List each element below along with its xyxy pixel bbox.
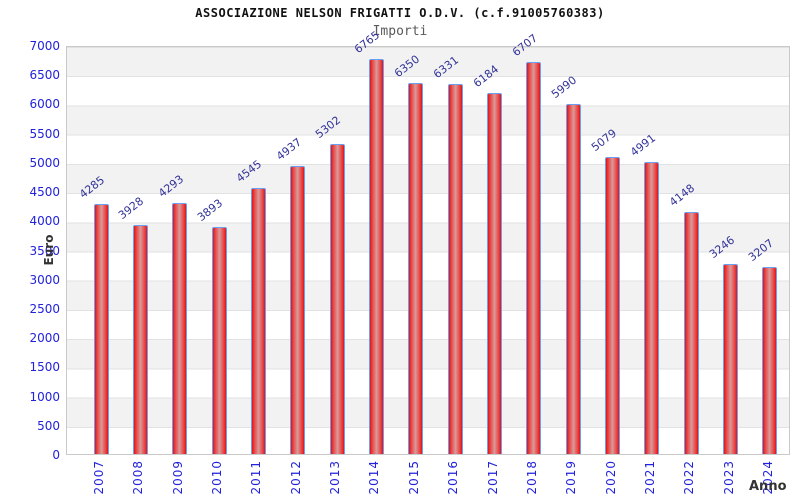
x-tick-label: 2020 bbox=[603, 460, 618, 495]
bar-value-label: 4991 bbox=[627, 131, 658, 160]
x-tick-label: 2021 bbox=[642, 460, 657, 495]
x-tick-label: 2012 bbox=[288, 460, 303, 495]
bar-2016 bbox=[447, 84, 463, 454]
y-tick-label: 0 bbox=[52, 448, 60, 462]
chart-subtitle: Importi bbox=[372, 24, 428, 39]
y-tick-label: 3500 bbox=[29, 243, 60, 258]
y-tick-label: 6000 bbox=[29, 97, 60, 112]
bar-value-label: 6350 bbox=[391, 52, 422, 80]
bar-2023 bbox=[723, 264, 739, 454]
x-tick-label: 2011 bbox=[249, 460, 264, 495]
x-axis-title: Anno bbox=[749, 479, 787, 494]
x-tick-label: 2022 bbox=[682, 460, 697, 495]
bar-2007 bbox=[93, 203, 109, 454]
y-axis-title: Euro bbox=[42, 234, 56, 266]
x-tick-label: 2008 bbox=[131, 460, 146, 495]
plot-area: 4285 3928 4293 3893 4545 4937 5302 6765 6350 6331… bbox=[66, 28, 790, 455]
y-tick-label: 2500 bbox=[29, 301, 60, 316]
y-tick-label: 6500 bbox=[29, 68, 60, 83]
bar-2012 bbox=[290, 165, 306, 454]
bar-2018 bbox=[526, 62, 542, 454]
y-tick-label: 2000 bbox=[29, 331, 60, 346]
bar-value-label: 3893 bbox=[195, 196, 226, 224]
x-tick-label: 2016 bbox=[446, 460, 461, 495]
x-tick-label: 2015 bbox=[406, 460, 421, 495]
bar-2010 bbox=[211, 226, 227, 454]
bar-2008 bbox=[132, 224, 148, 454]
y-tick-label: 4500 bbox=[29, 185, 60, 200]
bar-value-label: 3246 bbox=[706, 233, 737, 262]
chart-title: ASSOCIAZIONE NELSON FRIGATTI O.D.V. (c.f… bbox=[195, 6, 605, 20]
x-tick-label: 2013 bbox=[328, 460, 343, 495]
y-tick-label: 7000 bbox=[29, 39, 60, 53]
bar-2019 bbox=[565, 104, 581, 454]
bar-value-label: 3928 bbox=[116, 194, 147, 222]
bar-2020 bbox=[605, 157, 621, 454]
bar-2024 bbox=[762, 266, 778, 454]
y-tick-label: 3000 bbox=[29, 272, 60, 287]
bar-2021 bbox=[644, 162, 660, 454]
bar-value-label: 5079 bbox=[588, 126, 619, 155]
bar-2014 bbox=[368, 58, 384, 454]
x-tick-label: 2019 bbox=[564, 460, 579, 495]
x-tick-label: 2014 bbox=[367, 460, 382, 495]
bar-2022 bbox=[683, 211, 699, 454]
x-tick-label: 2017 bbox=[485, 460, 500, 495]
y-tick-label: 4000 bbox=[29, 214, 60, 229]
bar-2017 bbox=[487, 92, 502, 454]
y-tick-label: 1000 bbox=[29, 389, 60, 404]
bar-value-label: 4545 bbox=[234, 157, 265, 186]
bar-value-label: 6331 bbox=[431, 53, 462, 82]
y-axis-labels: 0 500 1000 1500 2000 2500 3000 3500 4000 4500 5000… bbox=[0, 39, 60, 462]
bar-2009 bbox=[172, 203, 188, 454]
bar-value-label: 5990 bbox=[549, 73, 580, 102]
y-tick-label: 500 bbox=[37, 418, 60, 433]
x-tick-label: 2023 bbox=[721, 460, 736, 495]
x-tick-label: 2007 bbox=[92, 460, 106, 495]
x-tick-label: 2010 bbox=[210, 460, 225, 495]
y-tick-label: 5000 bbox=[29, 155, 60, 170]
bar-value-label: 4285 bbox=[76, 173, 108, 201]
bar-2015 bbox=[408, 82, 424, 454]
x-axis-labels: 2007 2008 2009 2010 2011 2012 2013 2014 2015 2016… bbox=[66, 458, 790, 498]
bar-value-label: 4937 bbox=[273, 135, 304, 163]
y-tick-label: 1500 bbox=[29, 360, 60, 375]
x-tick-label: 2018 bbox=[524, 460, 539, 495]
y-tick-label: 5500 bbox=[29, 126, 60, 141]
bar-2011 bbox=[250, 188, 266, 454]
bar-value-label: 3207 bbox=[745, 236, 777, 264]
bar-value-label: 6184 bbox=[470, 62, 501, 90]
bar-value-label: 5302 bbox=[313, 113, 344, 142]
x-tick-label: 2009 bbox=[170, 460, 185, 495]
bar-2013 bbox=[329, 144, 345, 454]
bar-value-label: 4148 bbox=[667, 181, 698, 209]
bar-value-label: 4293 bbox=[155, 172, 186, 201]
